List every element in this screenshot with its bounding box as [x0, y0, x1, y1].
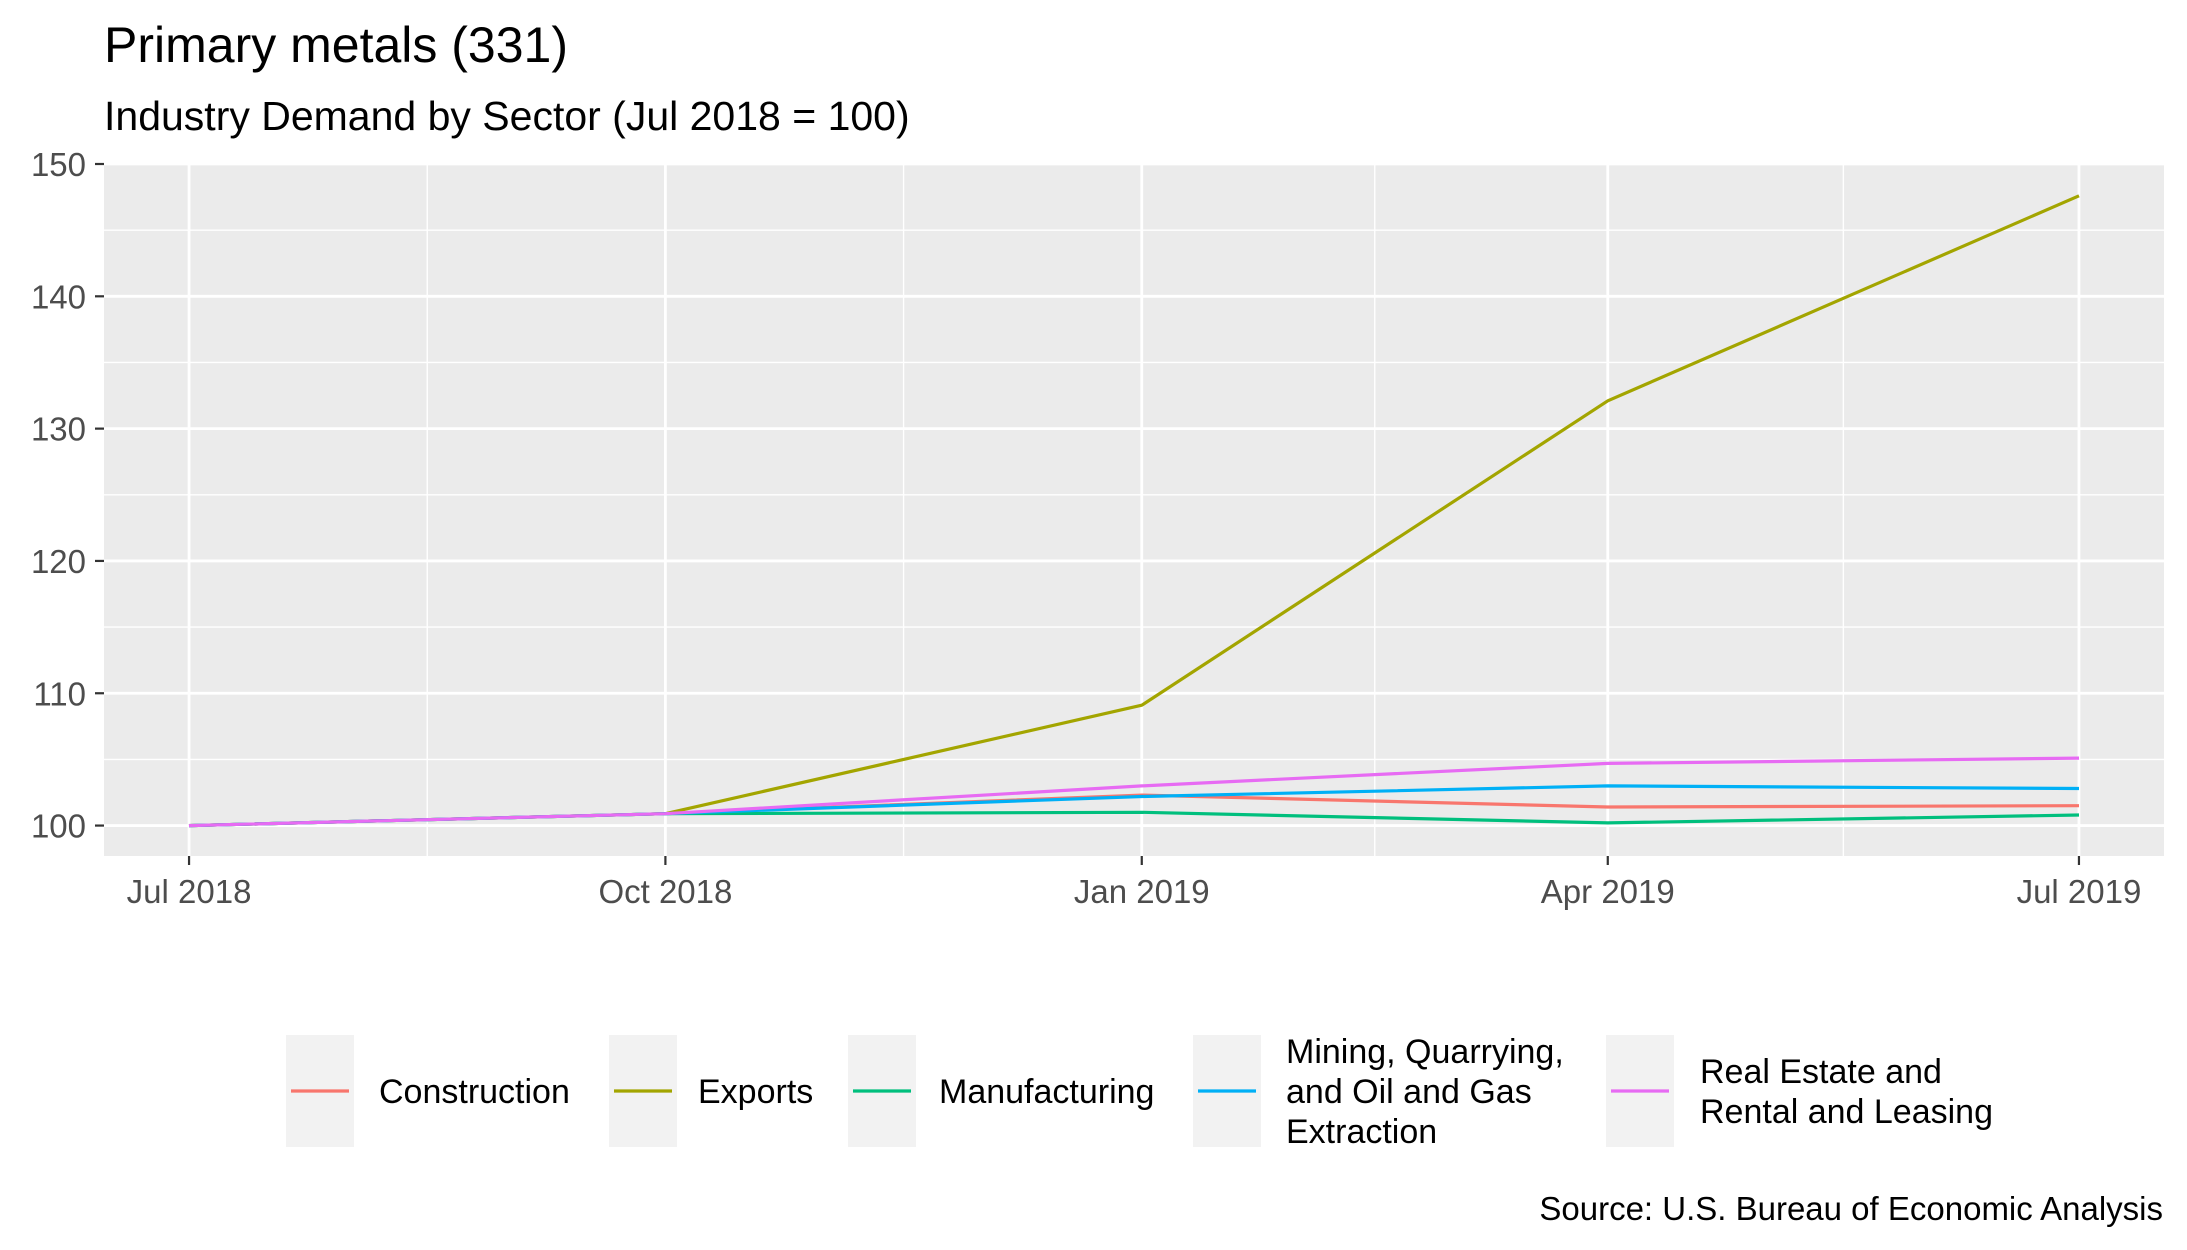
- x-tick-label: Apr 2019: [1541, 873, 1675, 910]
- legend-label: Mining, Quarrying, and Oil and Gas Extract…: [1286, 1033, 1564, 1151]
- x-tick-label: Jul 2018: [127, 873, 252, 910]
- x-tick-label: Jul 2019: [2017, 873, 2142, 910]
- y-tick-label: 120: [31, 543, 86, 580]
- y-tick-label: 150: [31, 146, 86, 183]
- legend-item: Exports: [609, 1035, 813, 1147]
- legend-item: Construction: [286, 1035, 570, 1147]
- chart-subtitle: Industry Demand by Sector (Jul 2018 = 10…: [104, 93, 910, 139]
- chart-caption: Source: U.S. Bureau of Economic Analysis: [1539, 1190, 2163, 1227]
- y-axis: 100 110 120 130 140 150: [31, 146, 104, 845]
- legend-label: Real Estate and Rental and Leasing: [1700, 1053, 1993, 1131]
- chart-title: Primary metals (331): [104, 17, 568, 73]
- x-tick-label: Oct 2018: [598, 873, 732, 910]
- legend-label: Manufacturing: [939, 1073, 1154, 1111]
- major-gridlines: [104, 162, 2164, 856]
- legend: Construction Exports Manufacturing Mining, …: [286, 1033, 1993, 1151]
- legend-item: Manufacturing: [848, 1035, 1154, 1147]
- y-tick-label: 140: [31, 278, 86, 315]
- legend-label: Exports: [698, 1073, 813, 1111]
- x-axis: Jul 2018 Oct 2018 Jan 2019 Apr 2019 Jul 2019: [127, 856, 2142, 910]
- legend-item: Real Estate and Rental and Leasing: [1606, 1035, 1993, 1147]
- legend-label: Construction: [379, 1073, 570, 1111]
- y-tick-label: 130: [31, 411, 86, 448]
- legend-item: Mining, Quarrying, and Oil and Gas Extract…: [1193, 1033, 1564, 1151]
- y-tick-label: 100: [31, 808, 86, 845]
- series-line-real-estate-and-rental-and-leasing: [188, 756, 2080, 828]
- x-tick-label: Jan 2019: [1074, 873, 1210, 910]
- y-tick-label: 110: [33, 675, 86, 712]
- minor-gridlines: [104, 164, 2164, 856]
- series-lines: [188, 194, 2080, 828]
- plot-panel: [104, 164, 2164, 856]
